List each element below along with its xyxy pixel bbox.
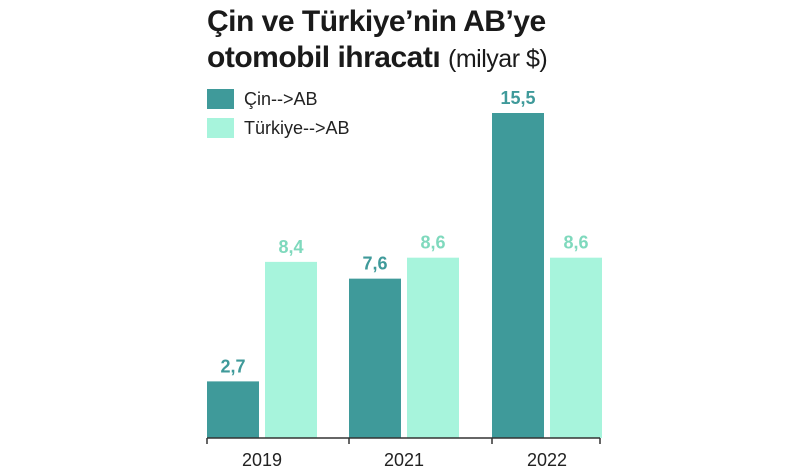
bar-cin-2021 [349, 278, 401, 438]
bar-turkiye-2021 [407, 257, 459, 438]
data-label-cin-2022: 15,5 [500, 88, 535, 108]
legend-item-turkiye: Türkiye-->AB [207, 117, 350, 139]
x-tick-label-2022: 2022 [527, 450, 567, 470]
data-label-turkiye-2019: 8,4 [278, 237, 303, 257]
bar-cin-2022 [492, 113, 544, 438]
legend-item-cin: Çin-->AB [207, 88, 318, 110]
title-line-2: otomobil ihracatı (milyar $) [207, 40, 627, 77]
legend-label-cin: Çin-->AB [244, 88, 318, 109]
legend-swatch-cin [207, 89, 234, 109]
bar-turkiye-2022 [550, 257, 602, 438]
data-label-cin-2019: 2,7 [220, 356, 245, 376]
data-label-turkiye-2022: 8,6 [563, 233, 588, 253]
x-tick-label-2021: 2021 [384, 450, 424, 470]
title-unit: (milyar $) [448, 45, 548, 73]
legend-label-turkiye: Türkiye-->AB [244, 117, 350, 138]
title-line-1: Çin ve Türkiye’nin AB’ye [207, 5, 546, 38]
title-line-2-text: otomobil ihracatı [207, 41, 441, 74]
data-label-turkiye-2021: 8,6 [420, 233, 445, 253]
bar-cin-2019 [207, 381, 259, 438]
legend-swatch-turkiye [207, 118, 234, 138]
x-tick-label-2019: 2019 [242, 450, 282, 470]
bar-turkiye-2019 [265, 261, 317, 438]
data-label-cin-2021: 7,6 [362, 254, 387, 274]
chart-title: Çin ve Türkiye’nin AB’ye otomobil ihraca… [207, 4, 627, 77]
